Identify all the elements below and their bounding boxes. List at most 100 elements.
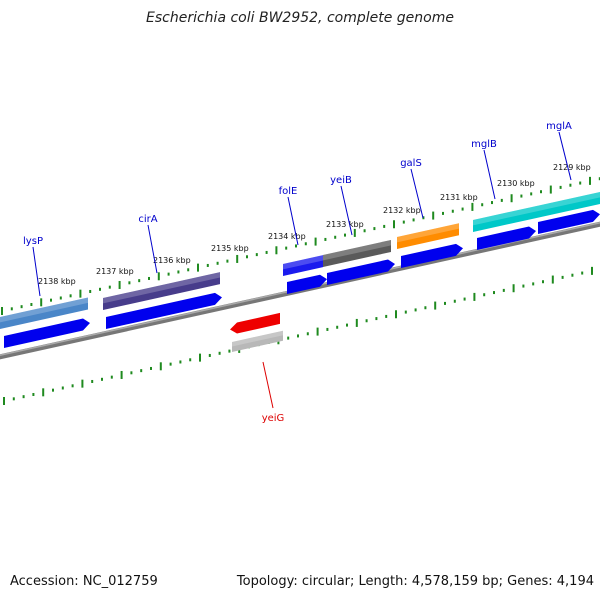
ruler-tick bbox=[159, 362, 162, 371]
gene-label-lysP[interactable]: lysP bbox=[23, 236, 43, 247]
gene-label-mglA[interactable]: mglA bbox=[546, 121, 572, 132]
ruler-tick bbox=[218, 351, 221, 355]
ruler-tick bbox=[385, 314, 388, 318]
leader-line-mglB bbox=[483, 149, 496, 200]
ruler-tick bbox=[561, 275, 564, 279]
ruler-tick bbox=[383, 224, 386, 228]
ruler-tick bbox=[10, 307, 13, 311]
gene-block-yeiB bbox=[323, 239, 391, 267]
ruler-tick bbox=[61, 386, 64, 390]
ruler-tick bbox=[91, 379, 94, 383]
scale-label: 2130 kbp bbox=[497, 179, 535, 188]
map-title: Escherichia coli BW2952, complete genome bbox=[146, 10, 454, 26]
ruler-tick bbox=[491, 201, 493, 205]
ruler-tick bbox=[355, 318, 358, 327]
ruler-tick bbox=[502, 288, 505, 292]
ruler-tick bbox=[59, 296, 62, 300]
ruler-tick bbox=[473, 292, 476, 301]
gene-label-yeiG[interactable]: yeiG bbox=[262, 413, 285, 424]
ruler-tick bbox=[579, 181, 582, 185]
ruler-tick bbox=[551, 275, 554, 284]
ruler-tick bbox=[404, 310, 407, 314]
ruler-tick bbox=[216, 261, 219, 265]
gene-block-galS bbox=[397, 223, 459, 249]
ruler-tick bbox=[481, 203, 484, 207]
gene-labels: lysP cirA folE yeiB galS mglB mglA yeiG bbox=[23, 121, 572, 424]
scale-label: 2137 kbp bbox=[96, 267, 134, 276]
gene-label-folE[interactable]: folE bbox=[279, 186, 298, 197]
scale-labels: 2138 kbp 2137 kbp 2136 kbp 2135 kbp 2134 kbp… bbox=[38, 163, 591, 286]
ruler-tick bbox=[50, 298, 52, 302]
gene-label-galS[interactable]: galS bbox=[400, 158, 422, 169]
ruler-tick bbox=[316, 327, 319, 336]
ruler-tick bbox=[20, 305, 23, 309]
ruler-tick bbox=[483, 293, 486, 297]
scale-label: 2135 kbp bbox=[211, 244, 249, 253]
leader-line-yeiB bbox=[340, 185, 353, 236]
ruler-tick bbox=[510, 194, 513, 203]
ruler-tick bbox=[461, 207, 464, 211]
genome-summary: Topology: circular; Length: 4,578,159 bp… bbox=[236, 574, 594, 589]
upper-tick-ruler bbox=[1, 176, 600, 315]
ruler-tick bbox=[228, 349, 231, 353]
ruler-tick bbox=[424, 306, 427, 310]
ruler-tick bbox=[150, 366, 152, 370]
ruler-tick bbox=[275, 246, 278, 255]
ruler-tick bbox=[108, 285, 111, 289]
ruler-tick bbox=[451, 209, 454, 213]
ruler-tick bbox=[530, 192, 533, 196]
ruler-tick bbox=[363, 229, 366, 233]
ruler-tick bbox=[375, 317, 378, 321]
gene-label-mglB[interactable]: mglB bbox=[471, 139, 497, 150]
gene-block-mglB bbox=[473, 206, 532, 232]
ruler-tick bbox=[395, 310, 397, 319]
scale-label: 2138 kbp bbox=[38, 277, 76, 286]
ruler-tick bbox=[1, 307, 3, 315]
gene-block-cirA bbox=[103, 272, 220, 310]
ruler-tick bbox=[434, 301, 437, 310]
ruler-tick bbox=[598, 177, 600, 181]
ruler-tick bbox=[365, 319, 368, 323]
ruler-tick bbox=[334, 235, 337, 239]
scale-label: 2131 kbp bbox=[440, 193, 478, 202]
gene-label-cirA[interactable]: cirA bbox=[138, 214, 157, 225]
ruler-tick bbox=[138, 279, 141, 283]
ruler-tick bbox=[500, 198, 503, 202]
ruler-tick bbox=[179, 360, 182, 364]
ruler-tick bbox=[208, 353, 211, 357]
ruler-tick bbox=[197, 263, 199, 272]
gene-block-lysP bbox=[0, 297, 88, 329]
ruler-tick bbox=[591, 266, 593, 275]
ruler-tick bbox=[326, 327, 329, 331]
ruler-tick bbox=[432, 211, 435, 220]
gene-label-yeiB[interactable]: yeiB bbox=[330, 175, 352, 186]
ruler-tick bbox=[189, 358, 192, 362]
scale-label: 2134 kbp bbox=[268, 232, 306, 241]
ruler-tick bbox=[148, 276, 150, 280]
ruler-tick bbox=[40, 298, 43, 307]
ruler-tick bbox=[52, 388, 54, 392]
ruler-tick bbox=[177, 270, 180, 274]
leader-line-cirA bbox=[147, 224, 158, 274]
ruler-tick bbox=[285, 246, 288, 250]
ruler-tick bbox=[110, 375, 113, 379]
ruler-tick bbox=[140, 369, 143, 373]
ruler-tick bbox=[540, 190, 542, 194]
ruler-tick bbox=[157, 272, 160, 281]
ruler-tick bbox=[549, 185, 552, 194]
scale-label: 2136 kbp bbox=[153, 256, 191, 265]
ruler-tick bbox=[304, 242, 307, 246]
ruler-tick bbox=[344, 233, 346, 237]
ruler-tick bbox=[99, 287, 101, 291]
ruler-tick bbox=[353, 228, 356, 237]
ruler-tick bbox=[512, 284, 515, 293]
ruler-tick bbox=[589, 176, 591, 185]
ruler-tick bbox=[42, 388, 45, 397]
ruler-tick bbox=[520, 194, 523, 198]
ruler-tick bbox=[206, 263, 209, 267]
cds-arrow-cirA bbox=[106, 292, 222, 329]
ruler-tick bbox=[402, 220, 405, 224]
ruler-tick bbox=[412, 218, 415, 222]
cds-arrow-galS bbox=[401, 243, 463, 268]
ruler-tick bbox=[130, 371, 133, 375]
